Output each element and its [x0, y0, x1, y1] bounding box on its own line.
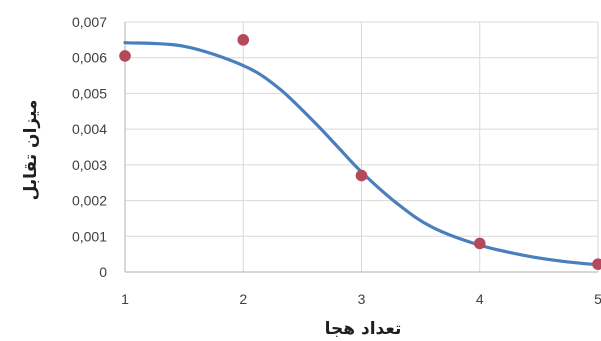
label-layer: 0 0,001 0,002 0,003 0,004 0,005 0,006 0,007 1 2 3 4… [72, 14, 601, 307]
data-point [592, 258, 601, 270]
y-tick-label: 0,006 [72, 50, 107, 66]
x-tick-label: 1 [121, 291, 129, 307]
x-tick-label: 2 [239, 291, 247, 307]
y-tick-label: 0,005 [72, 85, 107, 101]
y-axis-title: میزان تقابل [21, 100, 41, 201]
data-point [237, 34, 250, 46]
x-tick-label: 5 [594, 291, 601, 307]
y-tick-label: 0,001 [72, 228, 107, 244]
y-tick-label: 0,007 [72, 14, 107, 30]
x-tick-label: 3 [358, 291, 366, 307]
axis-layer [124, 22, 598, 273]
y-tick-label: 0,002 [72, 193, 107, 209]
data-point [119, 50, 131, 62]
data-point [473, 237, 486, 250]
data-point [355, 169, 368, 182]
y-tick-label: 0 [99, 264, 107, 280]
x-tick-label: 4 [476, 291, 484, 307]
y-tick-label: 0,003 [72, 157, 107, 173]
point-layer [119, 34, 601, 270]
x-axis-title: تعداد هجا [325, 319, 402, 339]
grid-layer [124, 21, 599, 273]
y-tick-label: 0,004 [72, 121, 107, 137]
